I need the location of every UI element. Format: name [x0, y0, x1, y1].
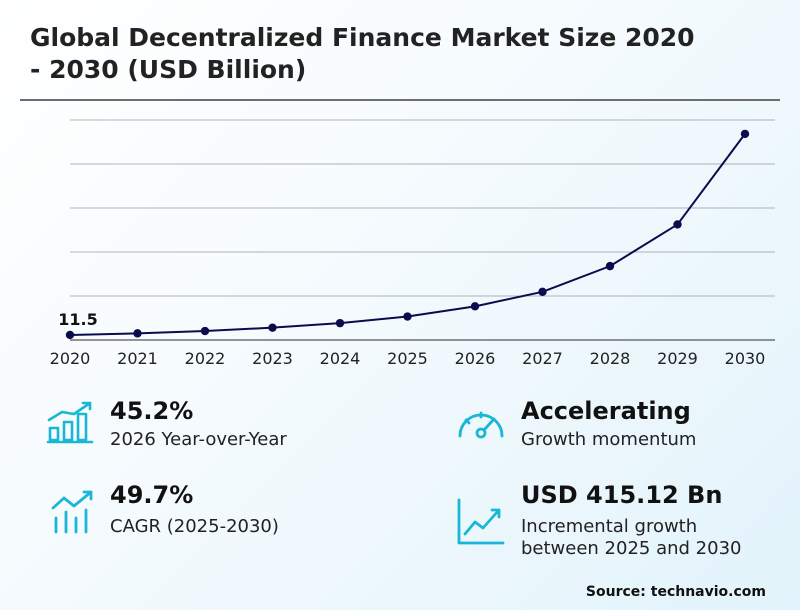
stat-incremental-label-line-1: Incremental growth — [521, 516, 698, 537]
source-credit: Source: technavio.com — [585, 584, 766, 600]
data-point — [268, 323, 277, 332]
data-point — [470, 302, 480, 311]
x-tick-label: 2020 — [50, 349, 91, 368]
stat-incremental-value: USD 415.12 Bn — [521, 481, 723, 509]
growth-trend-bars-icon — [51, 490, 93, 534]
data-label: 11.5 — [58, 310, 97, 329]
x-tick-label: 2022 — [185, 349, 226, 368]
x-tick-label: 2024 — [320, 349, 361, 368]
stat-cagr-label: CAGR (2025-2030) — [110, 516, 279, 537]
chart-title-line-2: - 2030 (USD Billion) — [30, 55, 307, 84]
x-tick-label: 2028 — [590, 349, 631, 368]
stat-yoy-value: 45.2% — [110, 397, 194, 425]
data-point — [335, 318, 345, 328]
speedometer-icon — [458, 411, 504, 439]
line-chart-up-icon — [457, 498, 505, 545]
stat-incremental-label-line-2: between 2025 and 2030 — [521, 538, 742, 559]
data-point — [740, 129, 750, 139]
data-point — [65, 330, 75, 340]
x-tick-label: 2027 — [522, 349, 563, 368]
data-point — [403, 312, 412, 321]
chart-title-line-1: Global Decentralized Finance Market Size… — [30, 23, 695, 52]
line-chart: 2020 2021 2022 2023 2024 2025 2026 2027 2028 2029… — [50, 119, 775, 368]
x-tick-label: 2021 — [117, 349, 158, 368]
bar-chart-growth-icon — [46, 401, 94, 444]
stat-momentum-value: Accelerating — [521, 397, 691, 425]
data-point — [605, 261, 615, 271]
stat-cagr-value: 49.7% — [110, 481, 194, 509]
data-point — [673, 220, 682, 229]
x-tick-label: 2029 — [657, 349, 698, 368]
chart-title: Global Decentralized Finance Market Size… — [30, 22, 790, 86]
data-point — [133, 329, 142, 338]
x-tick-label: 2025 — [387, 349, 428, 368]
x-tick-label: 2026 — [455, 349, 496, 368]
stat-yoy-label: 2026 Year-over-Year — [110, 429, 287, 450]
stat-incremental-label: Incremental growth between 2025 and 2030 — [521, 516, 741, 560]
stat-momentum-label: Growth momentum — [521, 429, 697, 450]
data-point — [538, 287, 547, 297]
x-tick-label: 2030 — [725, 349, 766, 368]
data-point — [200, 326, 210, 336]
x-tick-label: 2023 — [252, 349, 293, 368]
title-divider — [20, 99, 780, 101]
